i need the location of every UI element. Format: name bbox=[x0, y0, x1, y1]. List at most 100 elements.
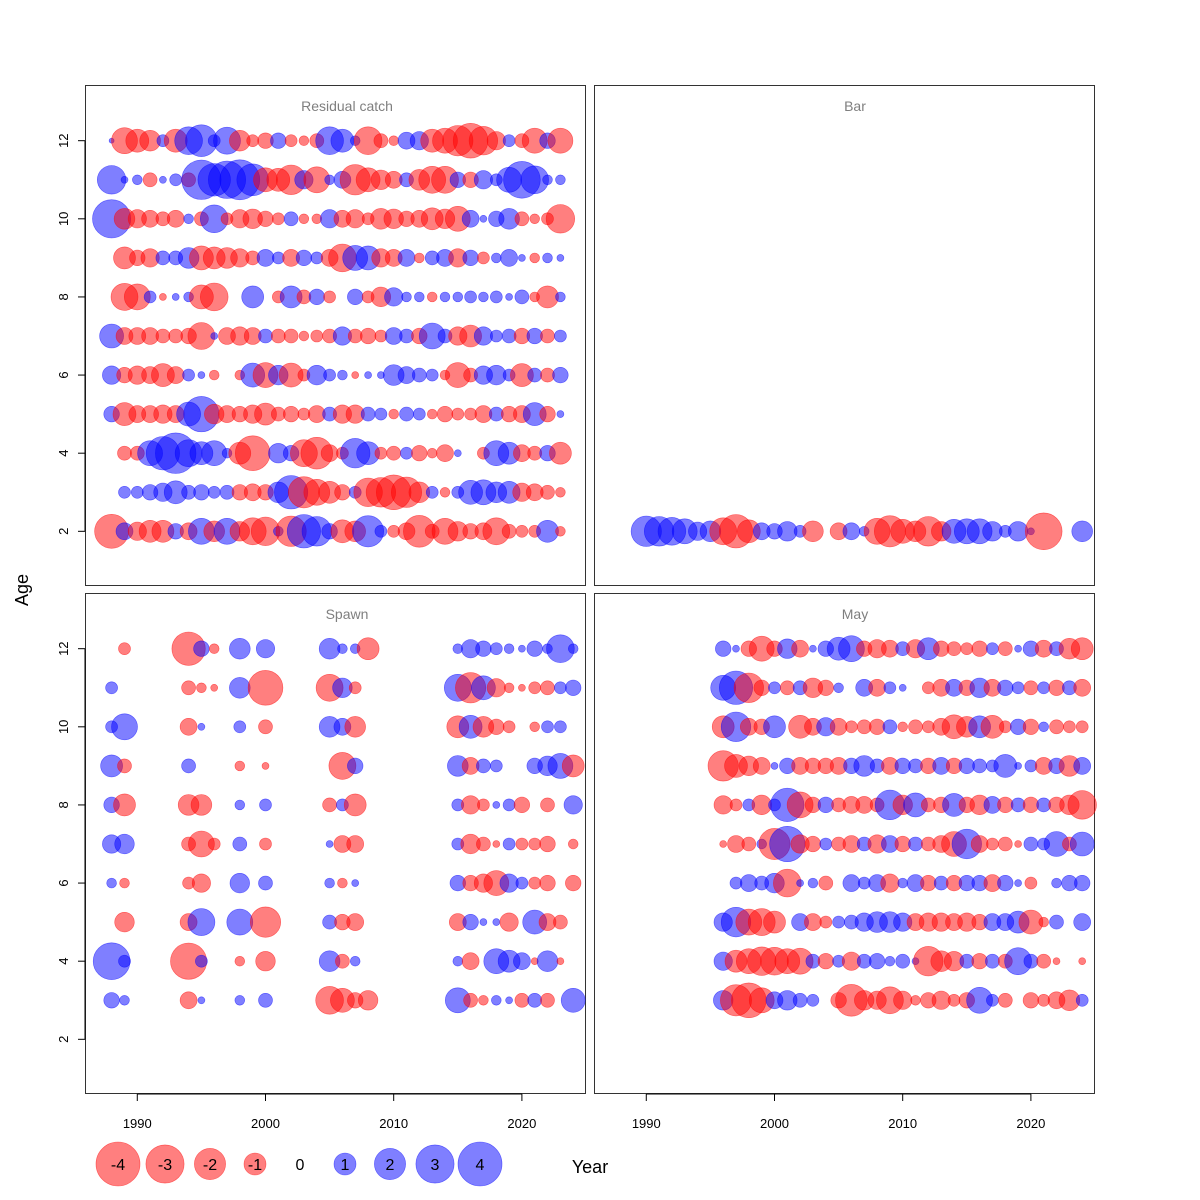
bubble bbox=[970, 835, 989, 853]
bubble bbox=[529, 721, 540, 732]
bubble bbox=[817, 953, 834, 970]
x-tick-label: 1990 bbox=[123, 1116, 152, 1131]
bubble bbox=[258, 992, 273, 1008]
bubble bbox=[880, 873, 900, 893]
bubble bbox=[346, 913, 365, 931]
bubble bbox=[462, 249, 479, 266]
bubble bbox=[257, 210, 274, 227]
bubble bbox=[259, 798, 272, 812]
bubble bbox=[540, 992, 555, 1008]
bubble bbox=[427, 408, 438, 420]
bubble bbox=[1067, 790, 1097, 820]
bubble bbox=[499, 873, 519, 893]
bubble bbox=[1022, 992, 1040, 1009]
bubble bbox=[350, 955, 361, 967]
bubble bbox=[1014, 879, 1022, 887]
bubble bbox=[207, 485, 221, 499]
bubble bbox=[986, 642, 999, 656]
bubble bbox=[554, 329, 567, 343]
bubble bbox=[555, 291, 566, 303]
bubble bbox=[255, 639, 275, 659]
bubble bbox=[804, 835, 822, 853]
bubble bbox=[526, 327, 543, 345]
bubble bbox=[347, 288, 364, 306]
bubble bbox=[554, 720, 567, 734]
bubble bbox=[103, 992, 120, 1009]
bubble bbox=[763, 715, 786, 739]
bubble bbox=[283, 406, 300, 423]
bubble bbox=[505, 293, 513, 301]
bubble bbox=[763, 910, 786, 934]
bubble bbox=[536, 519, 559, 543]
bubble bbox=[191, 873, 211, 893]
bubble bbox=[526, 640, 543, 657]
bubble bbox=[501, 523, 517, 539]
bubble bbox=[117, 758, 132, 774]
bubble bbox=[554, 681, 567, 695]
bubble bbox=[555, 526, 566, 537]
bubble bbox=[502, 837, 516, 851]
bubble bbox=[478, 291, 489, 303]
bubble-layer bbox=[92, 122, 1097, 1018]
bubble bbox=[486, 678, 506, 698]
bubble bbox=[461, 795, 481, 815]
panel-title-bar: Bar bbox=[844, 98, 866, 114]
bubble bbox=[536, 950, 559, 972]
bubble bbox=[169, 173, 182, 187]
bubble bbox=[1071, 520, 1093, 542]
bubble bbox=[998, 720, 1012, 734]
bubble bbox=[563, 795, 583, 815]
bubble bbox=[143, 290, 157, 304]
bubble bbox=[308, 288, 325, 306]
bubble bbox=[473, 326, 493, 346]
y-tick-label: 2 bbox=[56, 528, 71, 535]
bubble bbox=[322, 797, 337, 813]
bubble bbox=[324, 174, 335, 186]
bubble bbox=[503, 643, 515, 654]
bubble bbox=[997, 836, 1013, 852]
bubble bbox=[499, 912, 519, 932]
y-tick-label: 10 bbox=[56, 212, 71, 226]
y-tick-label: 2 bbox=[56, 1036, 71, 1043]
legend-label: 2 bbox=[386, 1157, 395, 1174]
bubble bbox=[715, 640, 732, 657]
bubble bbox=[234, 955, 246, 967]
bubble bbox=[411, 445, 428, 462]
bubble bbox=[118, 642, 131, 656]
bubble bbox=[270, 328, 286, 344]
y-tick-label: 4 bbox=[56, 450, 71, 457]
legend-bubble bbox=[415, 1144, 455, 1184]
bubble bbox=[971, 640, 988, 657]
bubble bbox=[347, 757, 364, 775]
bubble bbox=[883, 681, 897, 695]
bubble bbox=[477, 798, 490, 812]
bubble bbox=[540, 797, 555, 813]
bubble bbox=[1007, 521, 1029, 542]
bubble bbox=[412, 407, 426, 421]
bubble bbox=[105, 681, 118, 695]
bubble bbox=[414, 252, 425, 264]
bubble bbox=[540, 328, 555, 344]
bubble bbox=[259, 837, 272, 851]
bubble bbox=[489, 329, 503, 343]
bubble bbox=[439, 291, 451, 303]
bubble bbox=[894, 835, 911, 853]
bubble bbox=[505, 996, 513, 1005]
bubble bbox=[113, 793, 136, 817]
legend-bubble bbox=[145, 1144, 185, 1184]
bubble bbox=[155, 250, 171, 266]
bubble bbox=[540, 680, 555, 696]
bubble bbox=[190, 794, 213, 816]
bubble bbox=[298, 330, 310, 342]
bubble bbox=[997, 679, 1014, 696]
bubble bbox=[337, 369, 348, 381]
y-tick-label: 10 bbox=[56, 720, 71, 734]
bubble bbox=[1023, 680, 1039, 696]
bubble bbox=[1036, 953, 1051, 969]
bubble bbox=[1038, 721, 1049, 732]
bubble bbox=[209, 369, 220, 381]
bubble bbox=[241, 285, 264, 309]
panel-title-residual-catch: Residual catch bbox=[301, 98, 393, 114]
bubble bbox=[719, 840, 728, 848]
